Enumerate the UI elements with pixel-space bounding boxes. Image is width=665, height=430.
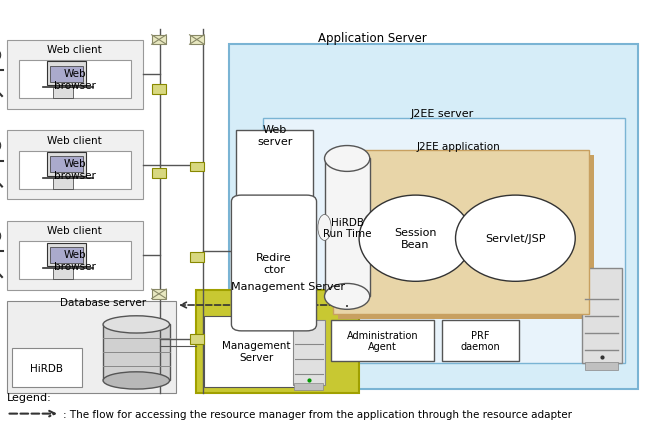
- Bar: [53, 88, 73, 99]
- Ellipse shape: [103, 316, 170, 333]
- Text: Application Server: Application Server: [318, 32, 427, 45]
- Bar: [7, 301, 176, 393]
- Bar: [47, 62, 86, 86]
- Text: Web
browser: Web browser: [54, 69, 96, 90]
- Text: Redire
ctor: Redire ctor: [256, 252, 292, 274]
- Ellipse shape: [103, 372, 170, 389]
- Bar: [236, 131, 313, 355]
- Text: Servlet/JSP: Servlet/JSP: [485, 233, 545, 244]
- Text: J2EE server: J2EE server: [410, 108, 474, 118]
- Bar: [53, 269, 73, 280]
- Bar: [332, 150, 589, 314]
- Text: Web
browser: Web browser: [54, 249, 96, 271]
- Bar: [293, 320, 325, 385]
- Text: HiRDB: HiRDB: [30, 362, 63, 373]
- Bar: [294, 384, 323, 390]
- Ellipse shape: [0, 228, 1, 245]
- Ellipse shape: [318, 215, 331, 241]
- Bar: [19, 61, 131, 99]
- Text: Management Server: Management Server: [231, 282, 345, 292]
- Bar: [190, 36, 204, 45]
- Bar: [7, 41, 143, 110]
- Bar: [338, 156, 594, 319]
- Bar: [152, 85, 166, 95]
- Bar: [19, 151, 131, 189]
- Bar: [331, 320, 434, 361]
- Text: Web
server: Web server: [257, 125, 293, 146]
- Ellipse shape: [359, 196, 472, 282]
- Text: Web client: Web client: [47, 135, 102, 146]
- Ellipse shape: [325, 146, 370, 172]
- Bar: [47, 153, 86, 176]
- Text: : The flow for accessing the resource manager from the application through the r: : The flow for accessing the resource ma…: [63, 408, 572, 419]
- Bar: [325, 159, 370, 297]
- Bar: [196, 290, 359, 393]
- Bar: [50, 157, 83, 173]
- Bar: [47, 243, 86, 267]
- Bar: [152, 289, 166, 299]
- Bar: [103, 325, 170, 381]
- Bar: [190, 335, 204, 344]
- Bar: [7, 131, 143, 200]
- Bar: [229, 45, 638, 389]
- Text: Web client: Web client: [47, 45, 102, 55]
- Bar: [263, 118, 625, 363]
- Text: Web
browser: Web browser: [54, 159, 96, 181]
- Ellipse shape: [0, 48, 1, 64]
- Text: Legend:: Legend:: [7, 392, 51, 402]
- Bar: [442, 320, 519, 361]
- Bar: [190, 163, 204, 172]
- Bar: [582, 269, 622, 363]
- Bar: [50, 247, 83, 263]
- Text: Web client: Web client: [47, 226, 102, 236]
- Text: PRF
daemon: PRF daemon: [460, 330, 500, 351]
- Ellipse shape: [325, 284, 370, 310]
- Bar: [19, 242, 131, 280]
- FancyBboxPatch shape: [231, 196, 317, 331]
- Ellipse shape: [456, 196, 575, 282]
- Bar: [190, 253, 204, 262]
- Bar: [53, 178, 73, 189]
- Text: Administration
Agent: Administration Agent: [346, 330, 418, 351]
- Text: Management
Server: Management Server: [221, 341, 291, 362]
- Text: HiRDB
Run Time: HiRDB Run Time: [323, 217, 371, 239]
- Bar: [204, 316, 307, 387]
- Bar: [7, 221, 143, 290]
- Bar: [152, 36, 166, 45]
- Bar: [12, 348, 82, 387]
- Bar: [585, 362, 618, 370]
- Text: J2EE application: J2EE application: [417, 141, 501, 151]
- Bar: [50, 67, 83, 83]
- Ellipse shape: [0, 138, 1, 154]
- Bar: [152, 169, 166, 178]
- Text: Session
Bean: Session Bean: [394, 228, 437, 249]
- Ellipse shape: [363, 215, 376, 241]
- Text: Database server: Database server: [60, 297, 146, 307]
